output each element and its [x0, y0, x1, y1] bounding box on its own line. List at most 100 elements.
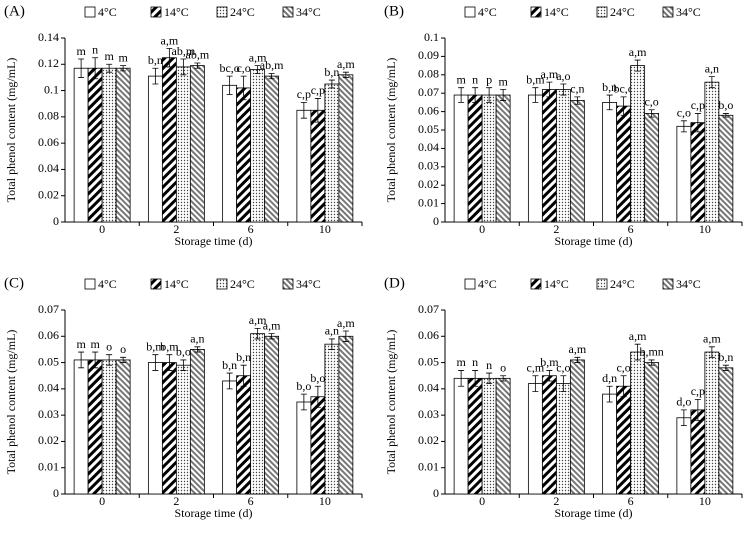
x-tick-label: 6 — [628, 222, 634, 236]
significance-label: a,m — [337, 57, 355, 71]
significance-label: b,m — [540, 355, 559, 369]
significance-label: o — [120, 342, 126, 356]
x-axis-title: Storage time (d) — [175, 234, 253, 248]
error-bar — [314, 385, 321, 408]
legend-swatch — [464, 278, 476, 290]
legend-swatch — [84, 6, 96, 18]
significance-label: a,n — [325, 324, 339, 338]
error-bar — [92, 57, 99, 80]
significance-label: b,n — [236, 350, 251, 364]
y-tick-label: 0 — [433, 214, 439, 228]
bar — [704, 351, 720, 495]
significance-label: d,o — [676, 395, 691, 409]
significance-label: m — [90, 337, 100, 351]
bar — [147, 362, 163, 495]
bar — [189, 349, 205, 495]
y-tick-label: 0.1 — [44, 82, 59, 96]
bar — [676, 417, 692, 495]
significance-label: n — [486, 358, 492, 372]
y-tick-label: 0.06 — [418, 103, 439, 117]
error-bar — [314, 98, 321, 123]
legend-label: 4°C — [478, 277, 497, 291]
bar — [250, 333, 266, 495]
significance-label: m — [76, 337, 86, 351]
significance-label: b,n — [148, 53, 163, 67]
y-tick-label: 0.14 — [38, 30, 59, 44]
legend-label: 24°C — [610, 277, 635, 291]
error-bar — [680, 120, 687, 133]
significance-label: c,m — [527, 360, 545, 374]
bar — [602, 102, 618, 223]
bar — [161, 57, 177, 223]
significance-label: ab,m — [172, 44, 196, 58]
error-bar — [166, 354, 173, 371]
legend-label: 24°C — [230, 277, 255, 291]
error-bar — [226, 372, 233, 390]
significance-label: a,m — [569, 342, 587, 356]
significance-label: b,mn — [639, 345, 663, 359]
error-bar — [120, 65, 127, 72]
x-tick-label: 6 — [248, 494, 254, 508]
bar — [175, 66, 191, 223]
y-tick-label: 0.1 — [424, 30, 439, 44]
error-bar — [500, 375, 507, 382]
bar — [250, 69, 266, 223]
bar — [630, 65, 646, 223]
bar — [73, 67, 89, 223]
significance-label: n — [92, 42, 98, 56]
bar — [453, 377, 469, 495]
significance-label: m — [76, 44, 86, 58]
significance-label: o — [500, 360, 506, 374]
significance-label: a,m — [541, 67, 559, 81]
x-axis-title: Storage time (d) — [555, 506, 633, 520]
bar — [189, 65, 205, 223]
x-tick-label: 2 — [173, 494, 179, 508]
bar — [541, 375, 557, 495]
panel-label: (C) — [4, 275, 24, 291]
error-bar — [342, 330, 349, 342]
bar — [161, 362, 177, 495]
significance-label: n — [472, 355, 478, 369]
significance-label: c,o — [236, 61, 250, 75]
significance-label: c,o — [644, 95, 658, 109]
bar — [616, 105, 632, 223]
legend-label: 14°C — [164, 277, 189, 291]
bar — [718, 367, 734, 495]
error-bar — [606, 94, 613, 111]
bar — [101, 359, 117, 495]
error-bar — [546, 81, 553, 98]
error-bar — [500, 89, 507, 101]
significance-label: d,n — [602, 371, 617, 385]
y-tick-label: 0 — [433, 486, 439, 500]
error-bar — [458, 370, 465, 387]
y-tick-label: 0.02 — [38, 187, 59, 201]
error-bar — [78, 351, 85, 369]
bar — [481, 377, 497, 495]
significance-label: b,o — [296, 379, 311, 393]
error-bar — [106, 354, 113, 366]
bar — [718, 114, 734, 223]
y-tick-label: 0.08 — [418, 67, 439, 81]
error-bar — [240, 75, 247, 101]
bar — [704, 81, 720, 223]
bar — [236, 87, 252, 223]
bar — [690, 409, 706, 495]
error-bar — [92, 351, 99, 369]
significance-label: a,m — [263, 318, 281, 332]
significance-label: c,n — [570, 82, 584, 96]
y-axis-title: Total phenol content (mg/mL) — [4, 58, 18, 203]
significance-label: c,o — [616, 360, 630, 374]
y-tick-label: 0.04 — [418, 140, 439, 154]
legend-label: 34°C — [296, 277, 321, 291]
bar — [644, 113, 660, 223]
bar — [324, 83, 340, 223]
bar — [222, 380, 238, 495]
legend-swatch — [150, 278, 162, 290]
legend-label: 14°C — [544, 5, 569, 19]
bar — [115, 359, 131, 495]
error-bar — [722, 113, 729, 118]
y-tick-label: 0.06 — [38, 135, 59, 149]
significance-label: m — [498, 74, 508, 88]
significance-label: b,n — [602, 80, 617, 94]
